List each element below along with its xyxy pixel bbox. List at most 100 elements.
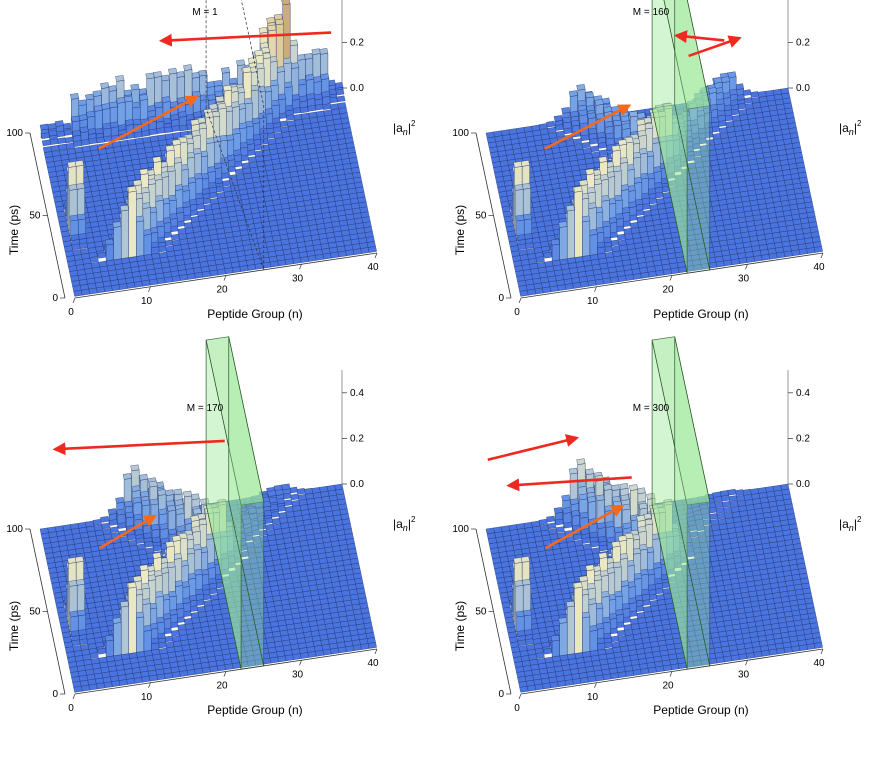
surface-cell xyxy=(170,114,180,121)
surface-cell xyxy=(195,599,205,606)
surface-cell xyxy=(620,115,630,122)
surface-cell xyxy=(80,288,90,296)
surface-cell xyxy=(231,662,241,669)
surface-cell xyxy=(182,214,192,221)
surface-cell xyxy=(55,130,65,138)
surface-cell xyxy=(176,97,186,104)
surface-cell xyxy=(150,523,160,531)
surface-cell xyxy=(132,118,142,126)
surface-cell xyxy=(136,543,146,551)
surface-cell xyxy=(314,254,325,261)
surface-cell xyxy=(516,234,526,241)
surface-cell xyxy=(166,505,176,512)
surface-cell xyxy=(587,202,597,209)
x-tick xyxy=(223,275,227,281)
surface-cell xyxy=(284,505,294,513)
surface-cell xyxy=(742,488,752,496)
x-tick-label: 30 xyxy=(738,273,750,284)
surface-cell xyxy=(585,168,595,175)
surface-cell xyxy=(148,278,158,286)
surface-cell xyxy=(156,673,166,681)
surface-cell xyxy=(649,204,659,211)
surface-cell xyxy=(190,612,200,619)
x-tick xyxy=(148,682,151,688)
surface-cell xyxy=(133,281,143,288)
surface-cell xyxy=(305,74,315,81)
surface-cell xyxy=(578,493,588,501)
surface-cell xyxy=(231,128,241,135)
surface-cell xyxy=(345,249,355,257)
surface-cell xyxy=(109,121,119,129)
surface-cell xyxy=(190,72,200,79)
surface-cell xyxy=(278,512,288,519)
surface-cell xyxy=(40,132,50,139)
surface-cell xyxy=(41,139,51,147)
surface-cell xyxy=(587,279,597,287)
surface-cell xyxy=(738,257,748,264)
surface-cell xyxy=(563,127,573,135)
surface-cell xyxy=(132,575,142,582)
surface-cell xyxy=(597,142,607,149)
surface-cell xyxy=(123,95,133,103)
surface-cell xyxy=(641,203,651,210)
surface-cell xyxy=(101,103,111,110)
surface-cell xyxy=(108,519,118,526)
surface-cell-side xyxy=(589,233,598,256)
surface-cell xyxy=(729,99,739,106)
surface-cell xyxy=(186,669,196,676)
surface-cell xyxy=(247,264,257,271)
surface-cell xyxy=(202,593,212,601)
surface-cell xyxy=(555,130,565,138)
surface-cell xyxy=(260,46,270,54)
surface-cell xyxy=(115,75,125,82)
surface-cell xyxy=(148,674,158,682)
surface-cell xyxy=(549,285,559,293)
surface-cell xyxy=(206,166,216,173)
surface-cell xyxy=(734,83,744,90)
surface-cell xyxy=(745,256,755,263)
surface-cell xyxy=(337,250,347,258)
surface-cell xyxy=(712,133,722,140)
surface-cell xyxy=(207,181,217,189)
surface-cell xyxy=(209,198,219,205)
surface-cell xyxy=(523,233,534,240)
surface-cell xyxy=(124,511,134,519)
x-tick xyxy=(299,264,302,270)
surface-cell xyxy=(191,526,201,533)
surface-cell xyxy=(154,591,164,598)
surface-cell xyxy=(322,648,332,656)
surface-cell xyxy=(152,156,162,163)
surface-cell xyxy=(521,183,531,190)
surface-cell xyxy=(573,185,583,193)
surface-cell xyxy=(157,489,167,496)
surface-cell xyxy=(156,632,166,640)
surface-cell xyxy=(629,222,639,229)
surface-cell xyxy=(232,149,242,156)
surface-cell xyxy=(69,214,79,222)
surface-cell xyxy=(569,110,579,118)
surface-cell xyxy=(146,105,156,112)
surface-cell xyxy=(126,678,136,685)
surface-cell xyxy=(677,266,687,273)
surface-cell xyxy=(576,84,586,91)
surface-cell xyxy=(554,124,564,131)
surface-cell xyxy=(253,144,263,151)
surface-cell xyxy=(546,120,556,128)
surface-cell xyxy=(111,284,121,291)
surface-cell xyxy=(798,248,808,255)
surface-cell xyxy=(713,496,723,503)
surface-cell xyxy=(126,282,136,289)
surface-cell xyxy=(642,210,652,217)
surface-cell xyxy=(156,236,166,244)
surface-cell xyxy=(330,251,340,259)
surface-cell xyxy=(189,209,199,216)
z-tick-label: 0.0 xyxy=(796,83,810,94)
surface-cell xyxy=(198,69,208,77)
surface-cell xyxy=(625,274,635,281)
surface-cell xyxy=(138,473,149,481)
surface-cell xyxy=(171,125,181,132)
x-tick-label: 40 xyxy=(367,262,379,273)
